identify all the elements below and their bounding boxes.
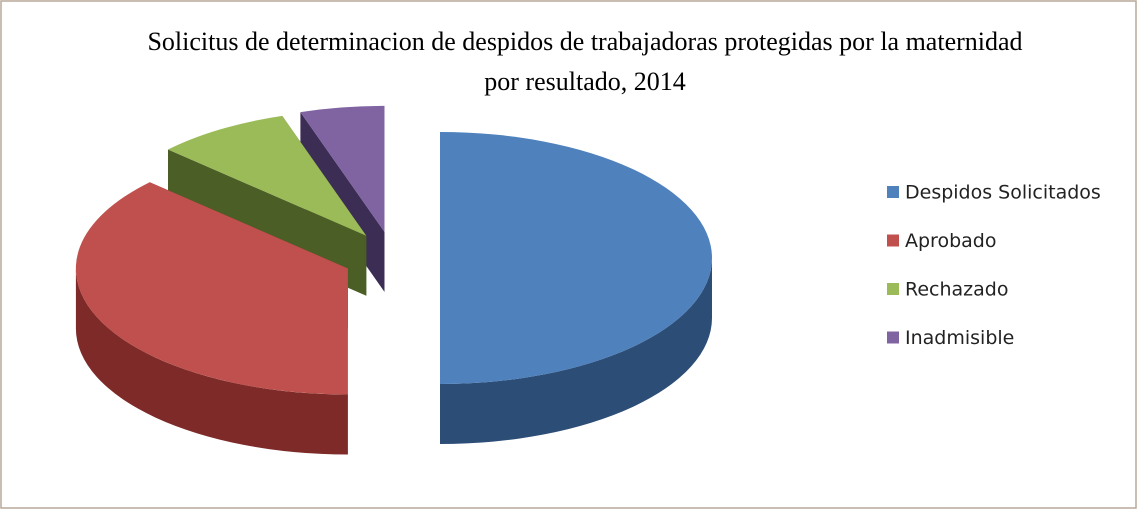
pie-slice [440, 132, 712, 444]
legend-label: Aprobado [905, 230, 996, 252]
legend-swatch [887, 234, 899, 247]
slice-wall [440, 258, 712, 444]
slice-wall [75, 268, 348, 455]
legend-label: Rechazado [905, 279, 1008, 301]
legend-label: Despidos Solicitados [905, 182, 1101, 204]
legend: Despidos Solicitados Aprobado Rechazado Ina… [887, 182, 1101, 349]
legend-swatch [887, 331, 899, 344]
slice-top [75, 182, 348, 395]
pie-slice [75, 182, 348, 455]
legend-swatch [887, 186, 899, 198]
slice-top [300, 105, 385, 232]
legend-label: Inadmisible [905, 327, 1014, 349]
slice-top [168, 115, 367, 236]
slice-top [440, 132, 712, 384]
legend-swatch [887, 283, 899, 295]
chart-title: Solicitus de determinacion de despidos d… [147, 27, 1022, 96]
pie [75, 105, 712, 455]
